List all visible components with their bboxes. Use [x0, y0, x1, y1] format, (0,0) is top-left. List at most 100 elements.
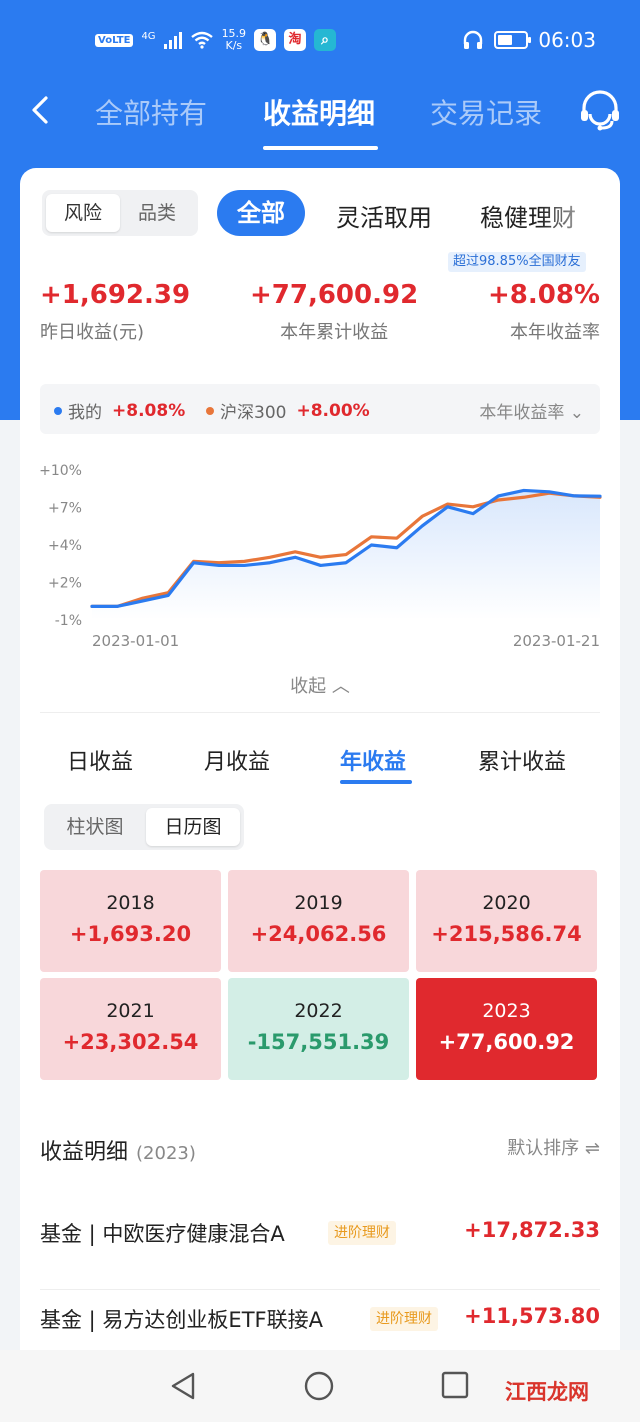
- series-line-mine: [90, 488, 602, 608]
- divider: [40, 1289, 600, 1290]
- clock: 06:03: [538, 28, 596, 52]
- segment-risk[interactable]: 风险: [46, 194, 120, 232]
- search-icon: ⌕: [314, 29, 337, 51]
- collapse-button[interactable]: 收起 ︿: [290, 676, 350, 697]
- signal-icon: [163, 31, 182, 49]
- nav-home-icon[interactable]: [303, 1370, 335, 1402]
- list-item[interactable]: 基金 | 易方达创业板ETF联接A 进阶理财 +11,573.80: [40, 1290, 600, 1350]
- holding-tag: 进阶理财: [328, 1221, 396, 1245]
- customer-service-icon[interactable]: [578, 88, 622, 132]
- holding-tag: 进阶理财: [370, 1307, 438, 1331]
- headphones-icon: [464, 30, 483, 49]
- year-cell[interactable]: 2021 +23,302.54: [40, 978, 221, 1080]
- view-bar-chart[interactable]: 柱状图: [66, 816, 124, 838]
- tab-transactions[interactable]: 交易记录: [430, 97, 543, 130]
- legend-benchmark: 沪深300 +8.00%: [206, 398, 370, 423]
- legend-dot-blue: [54, 406, 62, 415]
- taobao-icon: 淘: [284, 29, 307, 51]
- legend-label: 我的: [68, 403, 102, 423]
- year-amount: +23,302.54: [62, 1030, 199, 1054]
- metric-selector[interactable]: 本年收益率 ⌄: [479, 403, 584, 423]
- category-flexible[interactable]: 灵活取用: [336, 204, 432, 232]
- stat-value: +77,600.92: [250, 280, 419, 310]
- sort-button[interactable]: 默认排序 ⇌: [507, 1138, 600, 1159]
- year-cell[interactable]: 2019 +24,062.56: [228, 870, 409, 972]
- year-cell[interactable]: 2018 +1,693.20: [40, 870, 221, 972]
- stat-ytd-earnings: +77,600.92 本年累计收益: [250, 280, 418, 344]
- tab-cumulative[interactable]: 累计收益: [478, 750, 567, 775]
- y-tick-label: +7%: [48, 501, 82, 517]
- volte-badge: VoLTE: [95, 33, 134, 47]
- year-amount: +77,600.92: [438, 1030, 575, 1054]
- holding-amount: +11,573.80: [464, 1304, 600, 1328]
- rank-badge: 超过98.85%全国财友: [448, 252, 586, 272]
- status-bar: VoLTE 4G 15.9 K/s 🐧 淘 ⌕ 06:03: [0, 0, 640, 80]
- penguin-icon: 🐧: [254, 29, 277, 51]
- tab-monthly[interactable]: 月收益: [204, 750, 271, 775]
- wifi-icon: [190, 31, 213, 49]
- stat-label: 昨日收益(元): [40, 322, 145, 343]
- battery-icon: [494, 31, 532, 49]
- year-amount: -157,551.39: [247, 1030, 390, 1054]
- legend-value: +8.08%: [112, 400, 186, 421]
- year-label: 2020: [482, 892, 531, 914]
- tab-earnings-detail[interactable]: 收益明细: [263, 97, 376, 130]
- stat-label: 本年累计收益: [280, 322, 389, 343]
- year-label: 2018: [106, 892, 155, 914]
- year-cell[interactable]: 2022 -157,551.39: [228, 978, 409, 1080]
- period-tab-indicator: [340, 780, 412, 784]
- stat-label: 本年收益率: [510, 322, 600, 343]
- tab-yearly[interactable]: 年收益: [340, 750, 407, 775]
- legend-value: +8.00%: [296, 400, 370, 421]
- year-cell[interactable]: 2023 +77,600.92: [416, 978, 597, 1080]
- year-amount: +24,062.56: [250, 922, 387, 946]
- holding-name: 基金 | 易方达创业板ETF联接A: [40, 1308, 323, 1332]
- system-nav-bar: [0, 1350, 640, 1422]
- tab-daily[interactable]: 日收益: [67, 750, 134, 775]
- holding-name: 基金 | 中欧医疗健康混合A: [40, 1222, 285, 1246]
- year-amount: +215,586.74: [431, 922, 582, 946]
- stat-value: +8.08%: [488, 280, 600, 310]
- area-fill: [92, 490, 600, 620]
- network-speed: 15.9 K/s: [221, 27, 247, 52]
- category-all[interactable]: 全部: [217, 190, 305, 236]
- detail-year: (2023): [136, 1143, 196, 1164]
- active-tab-indicator: [263, 146, 378, 150]
- network-type: 4G: [141, 30, 156, 42]
- year-label: 2023: [482, 1000, 531, 1022]
- view-toggle: 柱状图 日历图: [44, 804, 244, 850]
- back-arrow-icon[interactable]: [26, 90, 56, 130]
- holding-amount: +17,872.33: [464, 1218, 600, 1242]
- detail-title: 收益明细 (2023): [40, 1140, 196, 1165]
- tab-all-holdings[interactable]: 全部持有: [95, 97, 208, 130]
- y-tick-label: +4%: [48, 538, 82, 554]
- watermark: 江西龙网: [505, 1380, 589, 1404]
- top-nav: 全部持有 收益明细 交易记录: [0, 80, 640, 160]
- x-tick-label: 2023-01-01: [92, 632, 179, 650]
- year-cell[interactable]: 2020 +215,586.74: [416, 870, 597, 972]
- chevron-down-icon: ⌄: [569, 403, 584, 423]
- yearly-grid: 2018 +1,693.20 2019 +24,062.56 2020 +215,58…: [40, 870, 600, 1082]
- nav-back-icon[interactable]: [168, 1370, 198, 1402]
- legend-dot-orange: [206, 406, 214, 415]
- list-item[interactable]: 基金 | 中欧医疗健康混合A 进阶理财 +17,872.33: [40, 1204, 600, 1290]
- stat-value: +1,692.39: [40, 280, 191, 310]
- chart-legend: 我的 +8.08% 沪深300 +8.00% 本年收益率 ⌄: [40, 384, 600, 434]
- chevron-up-icon: ︿: [331, 676, 350, 697]
- earnings-card: 风险 品类 全部 灵活取用 稳健理财 超过98.85%全国财友 +1,692.3…: [20, 168, 620, 1368]
- scroll-fade: [540, 190, 620, 240]
- view-calendar[interactable]: 日历图: [146, 808, 240, 846]
- year-label: 2019: [294, 892, 343, 914]
- year-label: 2021: [106, 1000, 155, 1022]
- stat-ytd-rate: +8.08% 本年收益率: [488, 280, 600, 344]
- y-tick-label: +10%: [39, 463, 82, 479]
- legend-mine: 我的 +8.08%: [54, 398, 185, 423]
- year-amount: +1,693.20: [69, 922, 192, 946]
- y-tick-label: +2%: [48, 576, 82, 592]
- stat-yesterday: +1,692.39 昨日收益(元): [40, 280, 190, 344]
- divider: [40, 712, 600, 713]
- risk-category-toggle: 风险 品类: [42, 190, 198, 236]
- nav-recents-icon[interactable]: [440, 1370, 470, 1400]
- x-tick-label: 2023-01-21: [513, 632, 600, 650]
- segment-category[interactable]: 品类: [137, 202, 176, 224]
